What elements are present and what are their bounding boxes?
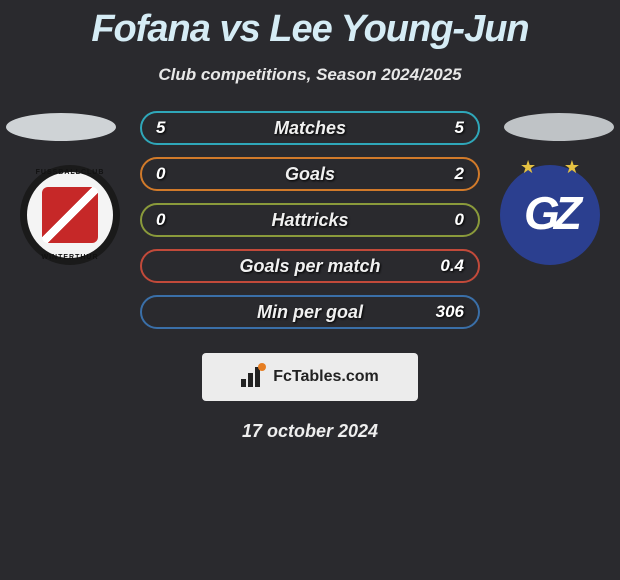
stat-left-value: 5 — [156, 118, 165, 138]
page-subtitle: Club competitions, Season 2024/2025 — [0, 65, 620, 85]
stat-label: Matches — [142, 118, 478, 139]
page-title: Fofana vs Lee Young-Jun — [0, 0, 620, 51]
stat-row: 5 Matches 5 — [140, 111, 480, 145]
star-icon: ★ — [520, 157, 536, 178]
stat-right-value: 0 — [455, 210, 464, 230]
stat-row: Goals per match 0.4 — [140, 249, 480, 283]
stat-right-value: 306 — [436, 302, 464, 322]
club-logo-right: ★ ★ GZ — [500, 165, 600, 265]
avatar-oval-left — [6, 113, 116, 141]
club-logo-left-text-bottom: WINTERTHUR — [27, 254, 113, 261]
fctables-icon — [241, 367, 267, 387]
stat-row: 0 Goals 2 — [140, 157, 480, 191]
stat-label: Goals per match — [142, 256, 478, 277]
stat-right-value: 0.4 — [440, 256, 464, 276]
stats-list: 5 Matches 5 0 Goals 2 0 Hattricks 0 Goal… — [140, 111, 480, 329]
avatar-oval-right — [504, 113, 614, 141]
club-logo-left-text-top: FUSSBALLCLUB — [27, 169, 113, 176]
source-badge: FcTables.com — [202, 353, 418, 401]
club-logo-right-text: GZ — [524, 186, 576, 240]
stat-right-value: 5 — [455, 118, 464, 138]
stat-row: Min per goal 306 — [140, 295, 480, 329]
stat-label: Goals — [142, 164, 478, 185]
stat-left-value: 0 — [156, 164, 165, 184]
comparison-area: FUSSBALLCLUB WINTERTHUR ★ ★ GZ 5 Matches… — [0, 111, 620, 442]
club-logo-left: FUSSBALLCLUB WINTERTHUR — [20, 165, 120, 265]
star-icon: ★ — [564, 157, 580, 178]
stat-left-value: 0 — [156, 210, 165, 230]
source-text: FcTables.com — [273, 368, 379, 386]
stat-right-value: 2 — [455, 164, 464, 184]
date-label: 17 october 2024 — [0, 421, 620, 442]
stat-label: Min per goal — [142, 302, 478, 323]
club-crest-icon — [42, 187, 98, 243]
stat-label: Hattricks — [142, 210, 478, 231]
stat-row: 0 Hattricks 0 — [140, 203, 480, 237]
